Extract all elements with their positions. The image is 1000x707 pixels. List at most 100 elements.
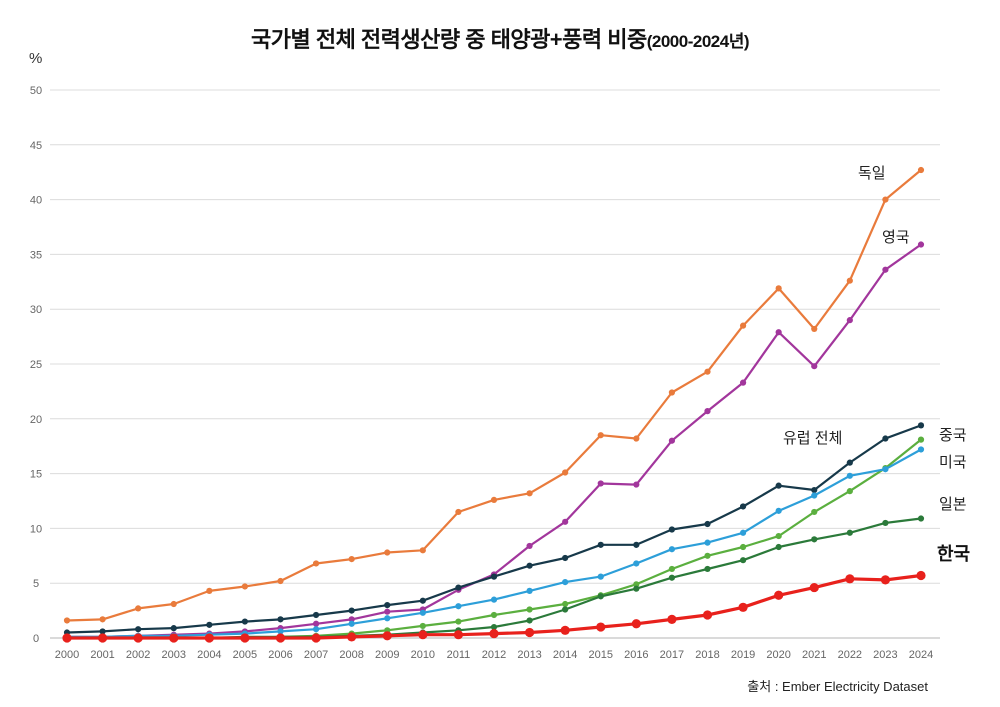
x-tick-label: 2016 — [624, 649, 648, 661]
data-point — [526, 490, 533, 497]
data-point — [811, 508, 818, 516]
data-point — [633, 435, 640, 442]
data-point — [490, 496, 498, 504]
data-point — [63, 617, 71, 624]
y-tick-label: 15 — [30, 469, 42, 481]
data-point — [277, 616, 284, 623]
data-point — [135, 626, 142, 633]
x-tick-label: 2010 — [411, 649, 435, 661]
data-point — [633, 560, 640, 567]
series-line — [67, 438, 922, 640]
data-point — [62, 633, 72, 643]
data-point — [846, 529, 853, 536]
data-point — [99, 628, 106, 635]
data-point — [882, 435, 889, 442]
data-point — [846, 277, 853, 284]
data-point — [169, 633, 179, 643]
x-tick-label: 2018 — [695, 649, 719, 661]
data-point — [917, 446, 925, 453]
data-point — [347, 632, 357, 642]
data-point — [739, 529, 747, 536]
x-tick-label: 2011 — [447, 649, 471, 661]
data-point — [631, 619, 641, 629]
x-tick-label: 2017 — [660, 649, 684, 661]
x-tick-label: 2004 — [197, 649, 221, 661]
data-point — [775, 543, 782, 551]
y-tick-label: 25 — [30, 359, 42, 371]
y-axis-unit-label: % — [29, 50, 43, 67]
data-point — [846, 488, 853, 495]
data-point — [596, 622, 606, 632]
data-point — [811, 325, 818, 333]
data-point — [524, 627, 535, 638]
y-tick-label: 35 — [30, 249, 42, 261]
data-point — [882, 196, 889, 203]
series-line — [66, 169, 922, 622]
y-tick-label: 50 — [30, 85, 42, 97]
data-point — [562, 469, 569, 476]
data-point — [846, 472, 853, 479]
data-point — [739, 543, 747, 551]
data-point — [704, 408, 711, 415]
data-point — [917, 515, 925, 522]
data-point — [241, 583, 249, 590]
data-point — [206, 587, 213, 594]
data-point — [704, 520, 711, 528]
x-tick-label: 2012 — [482, 649, 506, 661]
data-point — [882, 466, 889, 473]
x-tick-label: 2001 — [90, 649, 114, 661]
data-point — [241, 618, 249, 625]
data-point — [312, 620, 320, 627]
x-tick-label: 2008 — [339, 649, 363, 661]
data-point — [312, 611, 320, 619]
data-point — [562, 579, 569, 586]
data-point — [739, 322, 747, 329]
data-point — [702, 610, 713, 620]
x-axis: 2000 2001 2002 2003 2004 2005 2006 2007 2008 2009… — [55, 649, 933, 661]
data-point — [917, 166, 925, 174]
data-point — [775, 482, 782, 489]
data-point — [275, 633, 286, 643]
data-point — [562, 606, 569, 613]
y-tick-label: 5 — [33, 578, 39, 590]
data-point — [455, 603, 462, 610]
data-point — [597, 541, 604, 548]
y-tick-label: 45 — [30, 140, 42, 152]
data-point — [312, 626, 320, 633]
series-label: 미국 — [939, 454, 967, 471]
data-point — [704, 552, 711, 559]
data-point — [384, 549, 391, 556]
data-point — [170, 600, 177, 608]
data-point — [704, 539, 711, 546]
data-point — [668, 389, 676, 396]
data-point — [916, 570, 926, 581]
chart-title: 국가별 전체 전력생산량 중 태양광+풍력 비중(2000-2024년) — [0, 22, 1000, 54]
data-point — [490, 573, 498, 580]
data-point — [597, 593, 604, 600]
x-tick-label: 2013 — [517, 649, 541, 661]
data-point — [597, 480, 604, 487]
data-point — [560, 625, 570, 635]
gridlines — [50, 89, 940, 639]
x-tick-label: 2000 — [55, 649, 79, 661]
y-tick-label: 10 — [30, 523, 42, 535]
data-point — [419, 609, 426, 616]
data-point — [97, 633, 108, 643]
data-point — [667, 614, 677, 624]
data-point — [418, 630, 428, 640]
x-tick-label: 2002 — [126, 649, 150, 661]
data-point — [738, 602, 748, 612]
series-group: 일본 — [63, 496, 967, 642]
x-tick-label: 2006 — [268, 649, 292, 661]
data-point — [846, 317, 853, 324]
x-tick-label: 2014 — [553, 649, 577, 661]
data-point — [455, 618, 462, 625]
data-point — [384, 608, 391, 615]
data-point — [384, 615, 391, 622]
x-tick-label: 2021 — [802, 649, 826, 661]
x-tick-label: 2023 — [873, 649, 897, 661]
data-point — [311, 633, 321, 643]
data-point — [775, 507, 782, 514]
data-point — [562, 600, 569, 608]
